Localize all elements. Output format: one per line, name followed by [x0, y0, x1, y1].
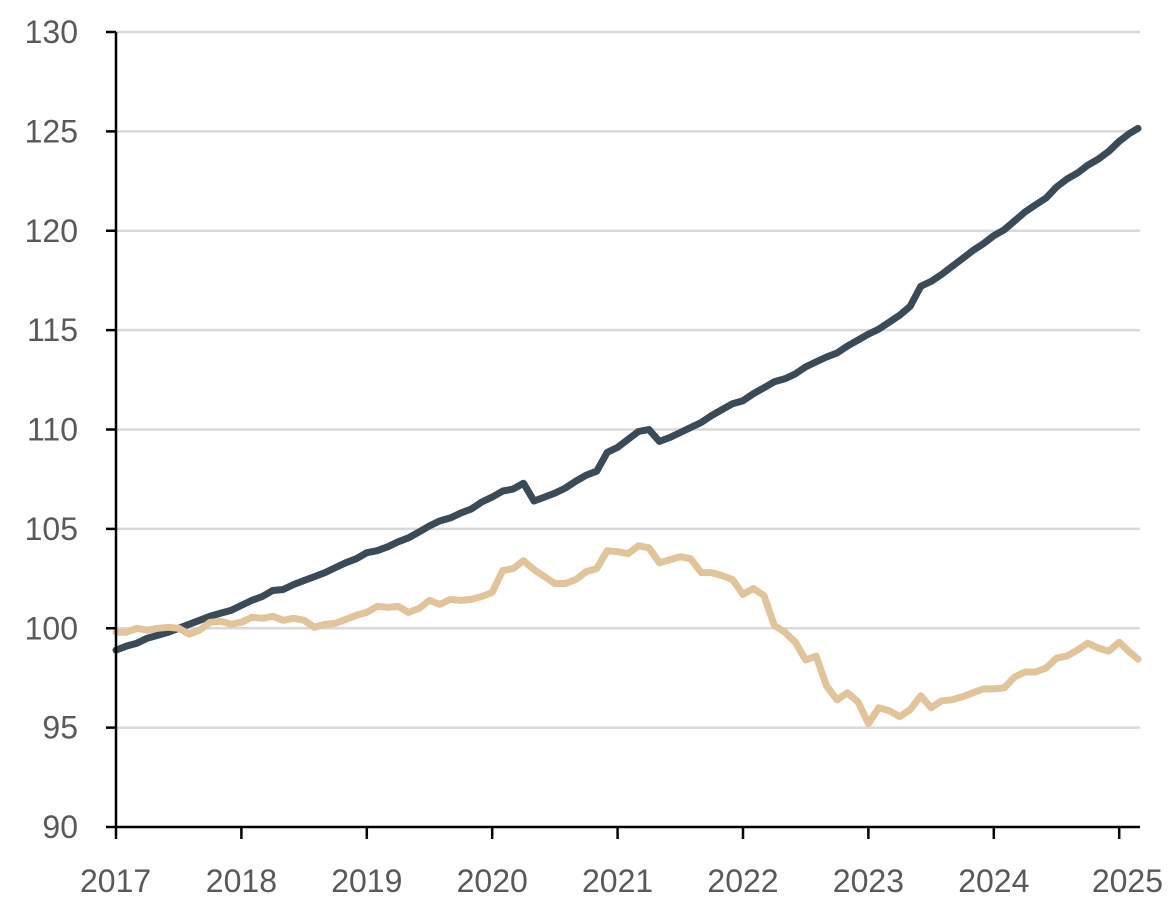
series-line-1: [112, 124, 1142, 654]
x-tick-label-2022: 2022: [707, 863, 778, 899]
x-tick-label-2017: 2017: [80, 863, 151, 899]
y-tick-label-130: 130: [25, 14, 78, 50]
y-tick-label-90: 90: [42, 809, 78, 845]
series-line-2: [112, 542, 1142, 728]
x-tick-label-2025: 2025: [1092, 863, 1163, 899]
x-tick-label-2023: 2023: [833, 863, 904, 899]
series-group: [112, 124, 1142, 728]
x-tick-label-2024: 2024: [958, 863, 1029, 899]
x-tick-label-2018: 2018: [206, 863, 277, 899]
y-tick-label-100: 100: [25, 610, 78, 646]
y-tick-label-120: 120: [25, 213, 78, 249]
y-tick-label-125: 125: [25, 113, 78, 149]
grid-lines: [116, 30, 1140, 729]
y-tick-label-115: 115: [27, 312, 78, 348]
y-tick-label-95: 95: [42, 710, 78, 746]
tick-labels: 90 95 100 105 110 115 120 125 130 2017 2018 2019 202…: [25, 14, 1163, 899]
y-tick-label-105: 105: [25, 511, 78, 547]
tick-marks: [106, 30, 1121, 839]
y-tick-label-110: 110: [27, 412, 78, 448]
x-tick-label-2019: 2019: [331, 863, 402, 899]
x-tick-label-2020: 2020: [457, 863, 528, 899]
x-tick-label-2021: 2021: [582, 863, 653, 899]
